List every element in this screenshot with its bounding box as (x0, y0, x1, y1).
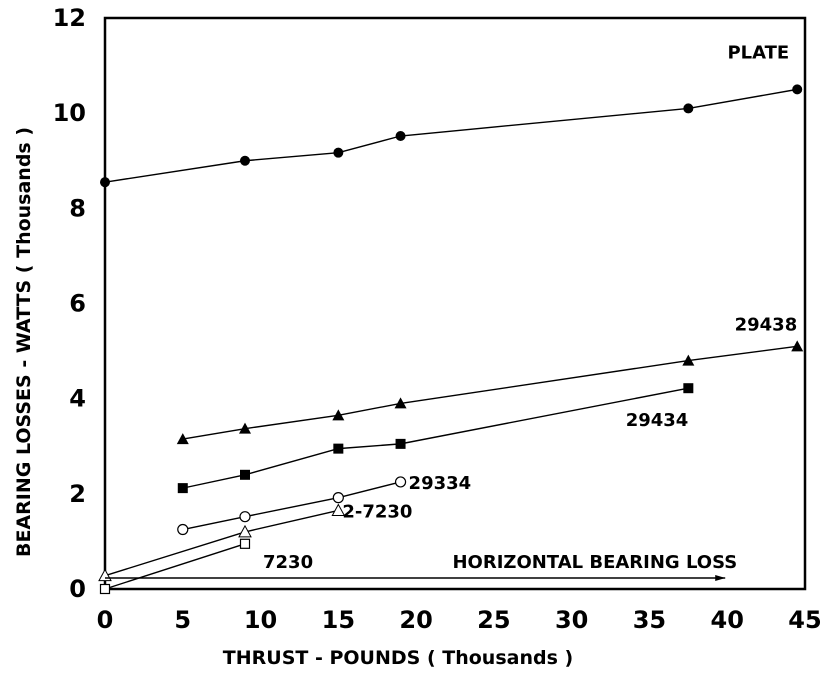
series-label-29434: 29434 (626, 410, 689, 431)
data-point-7230 (99, 583, 111, 595)
x-tick-labels: 0 5 10 15 20 25 30 35 40 45 (97, 606, 822, 634)
data-point-plate (683, 103, 694, 114)
data-point-plate (792, 84, 803, 95)
data-point-2-7230 (98, 568, 112, 582)
data-point-29334 (332, 492, 344, 504)
annotation-layer: HORIZONTAL BEARING LOSS (105, 552, 737, 581)
series-label-29438: 29438 (735, 314, 798, 335)
data-point-29434 (240, 469, 250, 480)
x-tick-label: 25 (477, 606, 510, 634)
data-point-29438 (791, 340, 804, 352)
data-point-29334 (239, 511, 251, 523)
y-tick-label: 4 (69, 385, 86, 413)
y-tick-labels: 0 2 4 6 8 10 12 (53, 4, 86, 603)
data-point-plate (395, 131, 406, 142)
data-point-29438 (176, 433, 189, 445)
x-tick-label: 0 (97, 606, 114, 634)
x-tick-label: 35 (633, 606, 666, 634)
series-layer (98, 84, 804, 595)
data-point-29334 (177, 523, 189, 536)
x-tick-label: 15 (322, 606, 355, 634)
series-7230 (99, 538, 251, 595)
data-point-7230 (239, 538, 251, 549)
series-label-plate: PLATE (727, 42, 789, 63)
data-point-29434 (177, 483, 188, 494)
series-29334 (177, 476, 407, 536)
data-point-29434 (395, 438, 406, 449)
data-point-2-7230 (331, 503, 346, 516)
series-29438 (176, 340, 804, 445)
x-axis-title: THRUST - POUNDS ( Thousands ) (223, 647, 573, 669)
series-line-7230 (104, 543, 246, 590)
x-tick-label: 30 (555, 606, 588, 634)
y-tick-label: 0 (69, 575, 86, 603)
series-label-layer: PLATE 29438 29434 29334 2-7230 7230 (263, 42, 797, 572)
series-label-2-7230: 2-7230 (342, 501, 412, 522)
data-point-29438 (394, 397, 407, 409)
data-point-29334 (394, 476, 407, 488)
series-line-plate (104, 88, 798, 183)
horizontal-bearing-loss-label: HORIZONTAL BEARING LOSS (452, 552, 737, 573)
data-point-plate (240, 155, 250, 166)
series-label-29334: 29334 (409, 473, 472, 494)
x-tick-label: 5 (174, 606, 191, 634)
series-29434 (177, 383, 694, 494)
series-plate (100, 84, 803, 188)
data-point-29434 (333, 443, 344, 454)
series-2-7230 (98, 503, 346, 582)
y-tick-label: 12 (53, 4, 86, 32)
x-tick-label: 40 (711, 606, 744, 634)
x-tick-label: 10 (244, 606, 277, 634)
data-point-29434 (683, 383, 694, 394)
plot-frame (103, 16, 807, 591)
x-tick-label: 45 (788, 606, 821, 634)
y-tick-label: 8 (69, 194, 86, 222)
y-axis-title: BEARING LOSSES - WATTS ( Thousands ) (13, 127, 35, 557)
data-point-plate (333, 147, 344, 158)
y-tick-label: 2 (69, 480, 86, 508)
y-tick-label: 10 (53, 99, 86, 127)
data-point-plate (100, 177, 110, 188)
series-label-7230: 7230 (263, 552, 313, 573)
data-point-2-7230 (238, 524, 252, 538)
data-point-29438 (682, 354, 695, 366)
series-line-29438 (182, 345, 798, 440)
x-tick-label: 20 (399, 606, 432, 634)
data-point-29438 (239, 422, 251, 434)
data-point-29438 (332, 409, 345, 421)
series-line-29334 (182, 481, 401, 531)
y-tick-label: 6 (69, 290, 86, 318)
